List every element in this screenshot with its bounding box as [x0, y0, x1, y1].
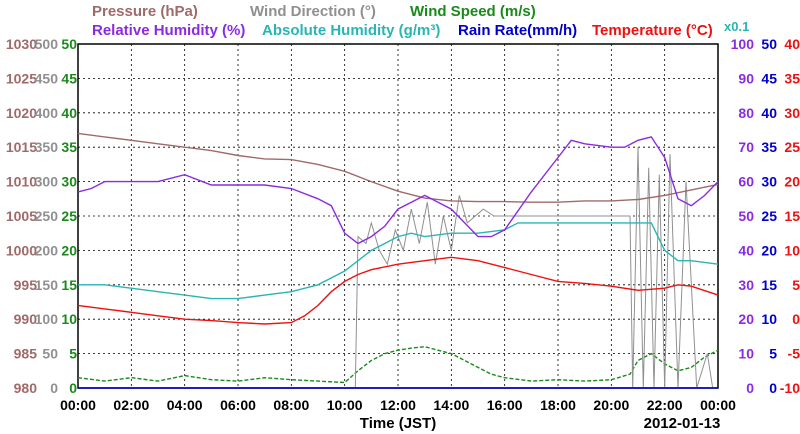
tick-label-wind-dir: 400: [35, 105, 59, 121]
tick-label-wind-speed: 20: [61, 242, 77, 258]
tick-label-temp: -5: [788, 346, 800, 362]
series-wind-speed-m-s: [77, 345, 719, 384]
x-tick-label: 06:00: [220, 397, 256, 413]
tick-label-pressure: 985: [14, 346, 38, 362]
tick-label-rain: 20: [761, 242, 777, 258]
tick-label-pressure: 995: [14, 277, 38, 293]
tick-label-temp: 20: [784, 174, 800, 190]
tick-label-temp: 0: [792, 311, 800, 327]
x-tick-label: 22:00: [647, 397, 683, 413]
series-wind-direction: [354, 147, 714, 389]
tick-label-rel-hum: 80: [738, 105, 754, 121]
tick-label-rain: 0: [769, 380, 777, 396]
legend-wind-direction: Wind Direction (°): [250, 3, 376, 20]
tick-label-rain: 25: [761, 208, 777, 224]
tick-label-rain: 10: [761, 311, 777, 327]
x-axis-label: Time (JST): [360, 415, 436, 432]
legend-relative-humidity: Relative Humidity (%): [92, 22, 245, 39]
tick-label-pressure: 1000: [6, 242, 37, 258]
tick-label-pressure: 980: [14, 380, 38, 396]
tick-label-wind-speed: 50: [61, 36, 77, 52]
axes-layer: 9809859909951000100510101015102010251030…: [6, 36, 800, 413]
x-tick-label: 00:00: [60, 397, 96, 413]
tick-label-rain: 50: [761, 36, 777, 52]
series-relative-humidity: [77, 136, 719, 245]
tick-label-rel-hum: 40: [738, 242, 754, 258]
tick-label-wind-speed: 5: [69, 346, 77, 362]
legend-temperature: Temperature (°C): [592, 22, 713, 39]
x-tick-label: 10:00: [327, 397, 363, 413]
tick-label-rain: 15: [761, 277, 777, 293]
tick-label-pressure: 1020: [6, 105, 37, 121]
tick-label-rel-hum: 30: [738, 277, 754, 293]
tick-label-wind-dir: 200: [35, 242, 59, 258]
tick-label-pressure: 1005: [6, 208, 37, 224]
tick-label-wind-dir: 150: [35, 277, 59, 293]
tick-label-wind-dir: 0: [50, 380, 58, 396]
tick-label-temp: 40: [784, 36, 800, 52]
tick-label-rain: 5: [769, 346, 777, 362]
tick-label-wind-dir: 50: [42, 346, 58, 362]
tick-label-rel-hum: 70: [738, 139, 754, 155]
series-temperature-c: [77, 256, 719, 325]
tick-label-wind-dir: 500: [35, 36, 59, 52]
tick-label-wind-dir: 250: [35, 208, 59, 224]
tick-label-pressure: 990: [14, 311, 38, 327]
x-tick-label: 14:00: [433, 397, 469, 413]
tick-label-wind-speed: 45: [61, 70, 77, 86]
legend-absolute-humidity: Absolute Humidity (g/m³): [262, 22, 440, 39]
tick-label-wind-dir: 350: [35, 139, 59, 155]
date-label: 2012-01-13: [644, 415, 721, 432]
tick-label-temp: -10: [780, 380, 800, 396]
tick-label-pressure: 1025: [6, 70, 37, 86]
tick-label-wind-speed: 30: [61, 174, 77, 190]
series-layer: [77, 132, 719, 389]
tick-label-temp: 15: [784, 208, 800, 224]
tick-label-rel-hum: 60: [738, 174, 754, 190]
tick-label-wind-dir: 100: [35, 311, 59, 327]
legend-pressure: Pressure (hPa): [92, 3, 198, 20]
tick-label-rel-hum: 50: [738, 208, 754, 224]
tick-label-pressure: 1015: [6, 139, 37, 155]
tick-label-wind-speed: 25: [61, 208, 77, 224]
tick-label-rain: 45: [761, 70, 777, 86]
tick-label-wind-speed: 15: [61, 277, 77, 293]
tick-label-rel-hum: 20: [738, 311, 754, 327]
series-absolute-humidity-g-m: [78, 222, 719, 300]
x-tick-label: 08:00: [273, 397, 309, 413]
x-tick-label: 16:00: [487, 397, 523, 413]
tick-label-temp: 35: [784, 70, 800, 86]
x-tick-label: 02:00: [113, 397, 149, 413]
tick-label-wind-speed: 40: [61, 105, 77, 121]
tick-label-pressure: 1010: [6, 174, 37, 190]
tick-label-rain: 40: [761, 105, 777, 121]
tick-label-wind-speed: 10: [61, 311, 77, 327]
tick-label-temp: 30: [784, 105, 800, 121]
tick-label-rel-hum: 10: [738, 346, 754, 362]
tick-label-rel-hum: 100: [731, 36, 755, 52]
tick-label-wind-dir: 300: [35, 174, 59, 190]
legend-rain-rate: Rain Rate(mm/h): [458, 22, 577, 39]
tick-label-pressure: 1030: [6, 36, 37, 52]
tick-label-temp: 10: [784, 242, 800, 258]
tick-label-wind-speed: 0: [69, 380, 77, 396]
tick-label-temp: 5: [792, 277, 800, 293]
tick-label-wind-dir: 450: [35, 70, 59, 86]
tick-label-rel-hum: 0: [746, 380, 754, 396]
x-tick-label: 20:00: [593, 397, 629, 413]
tick-label-wind-speed: 35: [61, 139, 77, 155]
legend-wind-speed: Wind Speed (m/s): [410, 3, 536, 20]
tick-label-temp: 25: [784, 139, 800, 155]
x-tick-label: 00:00: [700, 397, 736, 413]
absolute-humidity-scale-label: x0.1: [724, 19, 749, 34]
x-tick-label: 12:00: [380, 397, 416, 413]
tick-label-rain: 35: [761, 139, 777, 155]
x-tick-label: 04:00: [167, 397, 203, 413]
x-tick-label: 18:00: [540, 397, 576, 413]
series-pressure-hpa: [77, 132, 719, 203]
tick-label-rain: 30: [761, 174, 777, 190]
tick-label-rel-hum: 90: [738, 70, 754, 86]
